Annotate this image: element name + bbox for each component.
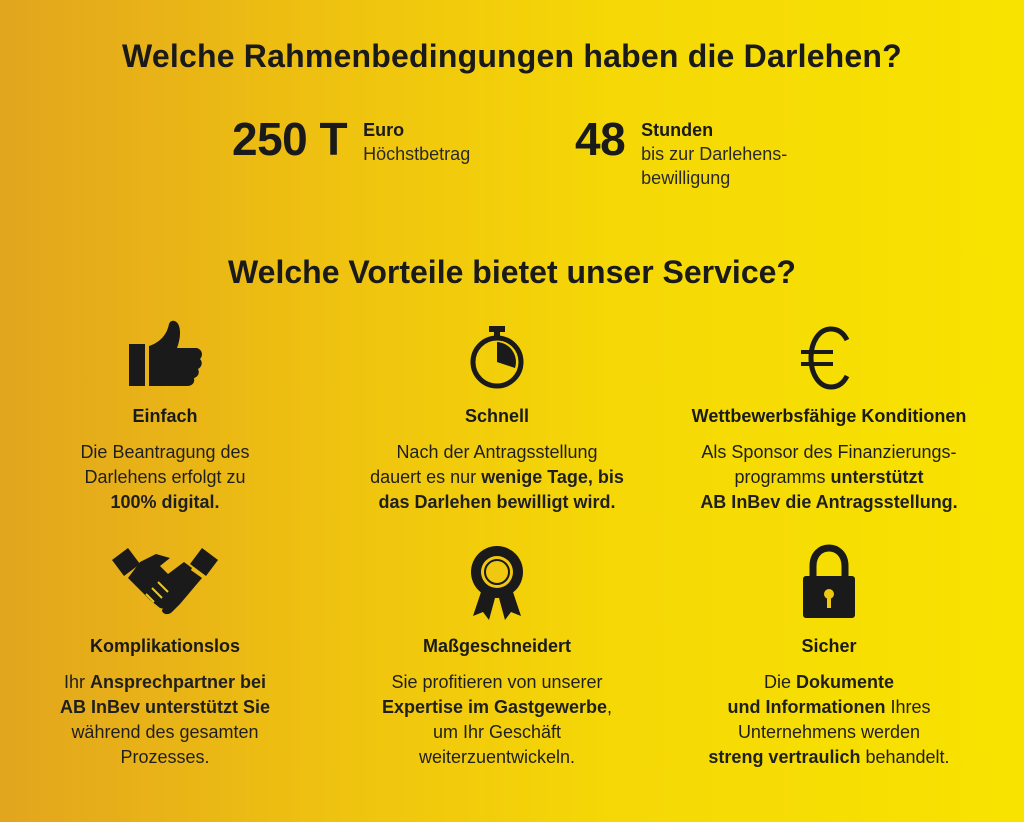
award-rosette-icon — [332, 542, 662, 622]
feature-body: Sie profitieren von unserer Expertise im … — [332, 670, 662, 770]
feature-einfach: Einfach Die Beantragung des Darlehens erf… — [0, 312, 330, 515]
emphasis-text: wenige Tage, bis — [481, 467, 624, 487]
feature-body: Die Beantragung des Darlehens erfolgt zu 1… — [0, 440, 330, 515]
emphasis-text: AB InBev unterstützt Sie — [59, 697, 271, 717]
stopwatch-icon — [332, 312, 662, 392]
feature-konditionen: Wettbewerbsfähige Konditionen Als Sponso… — [664, 312, 994, 515]
stat-unit: Euro — [363, 120, 405, 140]
feature-sicher: Sicher Die Dokumente und Informationen Ih… — [664, 542, 994, 770]
feature-body: Als Sponsor des Finanzierungs-programms … — [664, 440, 994, 515]
body-text: Die Beantragung des — [80, 442, 250, 462]
feature-title: Sicher — [801, 636, 857, 656]
feature-title: Komplikationslos — [89, 636, 241, 656]
body-text: weiterzuentwickeln. — [418, 747, 576, 767]
feature-body: Ihr Ansprechpartner bei AB InBev unterstü… — [0, 670, 330, 770]
feature-body: Nach der Antragsstellung dauert es nur we… — [332, 440, 662, 515]
feature-body: Die Dokumente und Informationen Ihres Unte… — [664, 670, 994, 770]
feature-schnell: Schnell Nach der Antragsstellung dauert e… — [332, 312, 662, 515]
body-text: Darlehens erfolgt zu — [84, 467, 246, 487]
stat-description: Höchstbetrag — [363, 144, 471, 164]
body-text: Unternehmens werden — [737, 722, 921, 742]
feature-title: Wettbewerbsfähige Konditionen — [691, 406, 967, 426]
feature-title: Schnell — [464, 406, 530, 426]
handshake-icon — [0, 542, 330, 622]
body-text: Ihr — [63, 672, 90, 692]
euro-icon — [664, 312, 994, 392]
body-text: programms — [734, 467, 831, 487]
emphasis-text: AB InBev die Antragsstellung. — [700, 492, 958, 512]
body-text: Als Sponsor des Finanzierungs- — [701, 442, 957, 462]
body-text: , — [607, 697, 613, 717]
thumbs-up-icon — [0, 312, 330, 392]
body-text: Nach der Antragsstellung — [396, 442, 598, 462]
padlock-icon — [664, 542, 994, 622]
body-text: während des gesamten — [71, 722, 259, 742]
emphasis-text: Dokumente — [796, 672, 895, 692]
stat-unit: Stunden — [641, 120, 714, 140]
body-text: dauert es nur — [370, 467, 482, 487]
emphasis-text: das Darlehen bewilligt wird. — [378, 492, 616, 512]
emphasis-text: unterstützt — [830, 467, 924, 487]
stat-max-amount: 250 T Euro Höchstbetrag — [232, 116, 470, 166]
heading-benefits: Welche Vorteile bietet unser Service? — [228, 254, 796, 290]
emphasis-text: Expertise im Gastgewerbe — [381, 697, 608, 717]
feature-komplikationslos: Komplikationslos Ihr Ansprechpartner bei… — [0, 542, 330, 770]
body-text: Prozesses. — [120, 747, 210, 767]
stat-description: bis zur Darlehens- bewilligung — [641, 144, 788, 188]
heading-conditions: Welche Rahmenbedingungen haben die Darle… — [122, 38, 902, 74]
body-text: Die — [763, 672, 796, 692]
emphasis-text: und Informationen — [727, 697, 886, 717]
body-text: Sie profitieren von unserer — [391, 672, 603, 692]
stat-number: 48 — [575, 113, 626, 165]
emphasis-text: 100% digital. — [110, 492, 220, 512]
stat-number: 250 T — [232, 113, 348, 165]
emphasis-text: streng vertraulich — [708, 747, 861, 767]
body-text: Ihres — [885, 697, 931, 717]
feature-title: Maßgeschneidert — [422, 636, 572, 656]
emphasis-text: Ansprechpartner bei — [89, 672, 267, 692]
body-text: behandelt. — [860, 747, 950, 767]
stat-approval-time: 48 Stunden bis zur Darlehens- bewilligun… — [575, 116, 787, 190]
feature-title: Einfach — [132, 406, 198, 426]
feature-massgeschneidert: Maßgeschneidert Sie profitieren von unse… — [332, 542, 662, 770]
body-text: um Ihr Geschäft — [432, 722, 562, 742]
